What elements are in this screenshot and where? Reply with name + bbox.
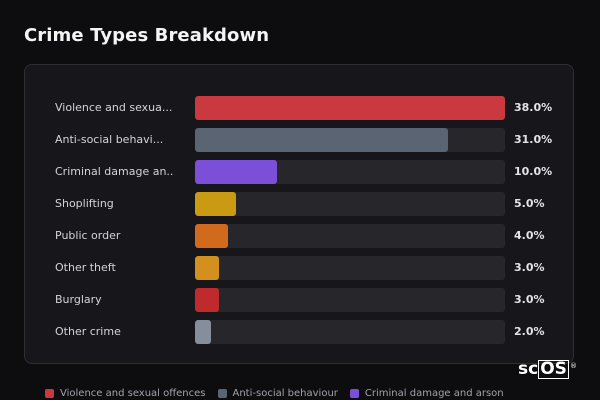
bar bbox=[195, 96, 505, 120]
bar-track bbox=[195, 96, 505, 120]
bar-track bbox=[195, 224, 505, 248]
bar bbox=[195, 160, 277, 184]
bar-label: Other crime bbox=[55, 325, 121, 338]
bar bbox=[195, 288, 220, 312]
bar-value-label: 2.0% bbox=[514, 325, 545, 338]
logo-boxed-text: OS bbox=[538, 359, 569, 379]
legend-item: Anti-social behaviour bbox=[217, 387, 338, 399]
bar-row: Other theft 3.0% bbox=[25, 256, 575, 280]
bar bbox=[195, 192, 236, 216]
bar-row: Anti-social behavi... 31.0% bbox=[25, 128, 575, 152]
bar-row: Shoplifting 5.0% bbox=[25, 192, 575, 216]
bar-row: Violence and sexua... 38.0% bbox=[25, 96, 575, 120]
bar-label: Burglary bbox=[55, 293, 102, 306]
legend-item: Violence and sexual offences bbox=[45, 388, 206, 399]
logo-registered-mark: ® bbox=[570, 362, 577, 370]
bar-row: Other crime 2.0% bbox=[25, 320, 575, 344]
bar-row: Public order 4.0% bbox=[25, 224, 575, 248]
bar-value-label: 5.0% bbox=[514, 197, 545, 210]
legend-swatch bbox=[45, 388, 54, 398]
bar bbox=[195, 224, 228, 248]
legend-label: Anti-social behaviour bbox=[232, 387, 338, 399]
bar-label: Violence and sexua... bbox=[55, 101, 173, 114]
bar bbox=[195, 128, 448, 152]
legend-swatch bbox=[349, 388, 359, 398]
bar-label: Other theft bbox=[55, 261, 116, 274]
bar bbox=[195, 256, 220, 280]
chart-title: Crime Types Breakdown bbox=[24, 25, 270, 46]
bar-value-label: 3.0% bbox=[514, 261, 545, 274]
bar-row: Criminal damage an... 10.0% bbox=[25, 160, 575, 184]
chart-card: Violence and sexua... 38.0% Anti-social be… bbox=[24, 64, 574, 364]
logo-text: sc bbox=[518, 359, 539, 379]
bar-label: Criminal damage an... bbox=[55, 165, 173, 178]
bar-track bbox=[195, 192, 505, 216]
bar-value-label: 10.0% bbox=[514, 165, 553, 178]
bar bbox=[195, 320, 212, 344]
bar-track bbox=[195, 160, 505, 184]
legend-item: Criminal damage and arson bbox=[349, 387, 504, 399]
bar-value-label: 31.0% bbox=[514, 133, 553, 146]
bar-track bbox=[195, 320, 505, 344]
bar-label: Public order bbox=[55, 229, 121, 242]
bar-value-label: 38.0% bbox=[514, 101, 553, 114]
bar-track bbox=[195, 128, 505, 152]
bar-row: Burglary 3.0% bbox=[25, 288, 575, 312]
legend-swatch bbox=[217, 388, 227, 398]
bar-track bbox=[195, 288, 505, 312]
bar-label: Anti-social behavi... bbox=[55, 133, 164, 146]
legend-label: Criminal damage and arson bbox=[364, 387, 504, 399]
bar-value-label: 3.0% bbox=[514, 293, 545, 306]
scos-logo: sc OS ® bbox=[518, 359, 577, 379]
bar-value-label: 4.0% bbox=[514, 229, 545, 242]
chart-legend: Violence and sexual offences Anti-social … bbox=[45, 386, 516, 400]
bar-track bbox=[195, 256, 505, 280]
legend-label: Violence and sexual offences bbox=[60, 387, 206, 399]
bar-label: Shoplifting bbox=[55, 197, 114, 210]
